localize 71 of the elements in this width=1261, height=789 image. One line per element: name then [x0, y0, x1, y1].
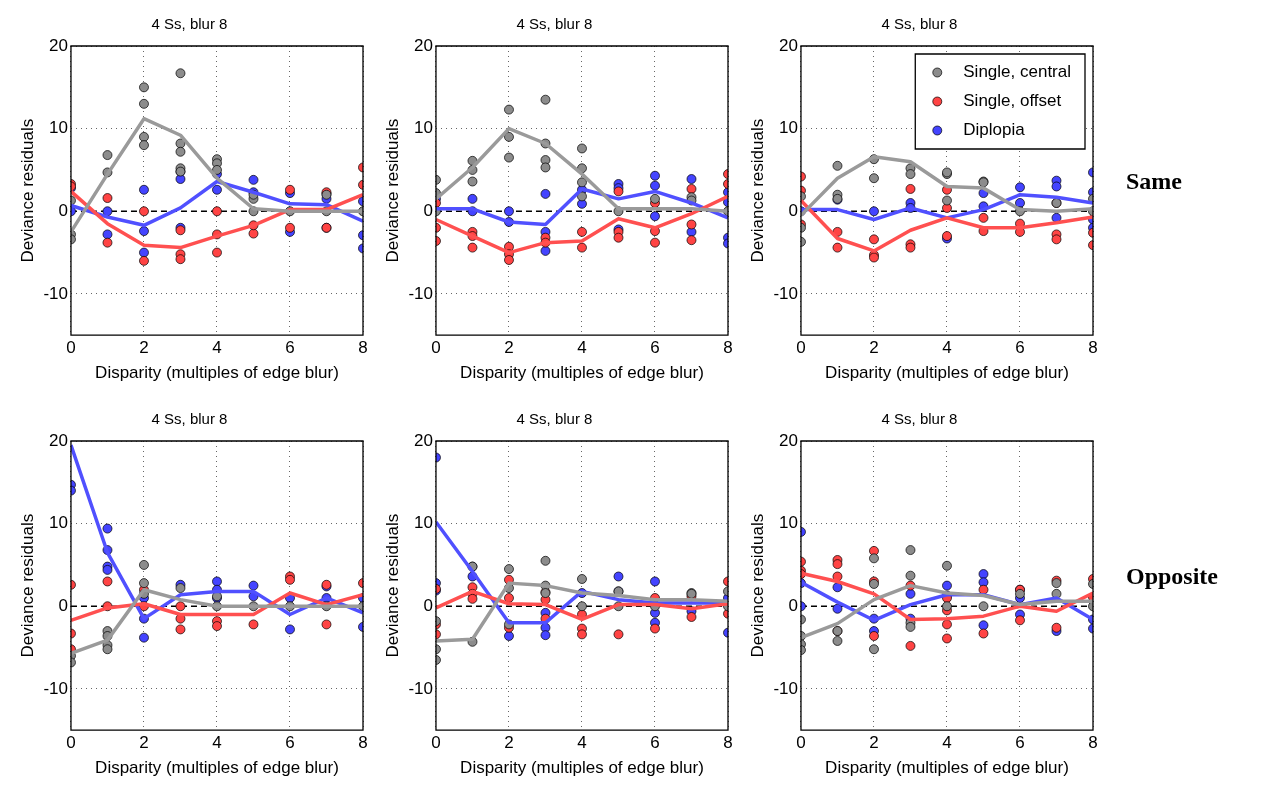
x-tick-label: 2 — [869, 338, 879, 358]
y-tick-label: 20 — [414, 35, 433, 55]
chart-title: 4 Ss, blur 8 — [516, 410, 593, 428]
chart-title: 4 Ss, blur 8 — [881, 410, 958, 428]
legend-label: Diplopia — [963, 120, 1026, 140]
x-tick-label: 2 — [869, 733, 879, 753]
y-tick-label: 0 — [788, 200, 798, 220]
x-tick-label: 6 — [650, 733, 660, 753]
x-tick-label: 2 — [139, 338, 149, 358]
y-tick-label: 0 — [423, 200, 433, 220]
x-tick-label: 6 — [1015, 338, 1025, 358]
x-tick-label: 6 — [1015, 733, 1025, 753]
y-tick-label: 10 — [414, 118, 433, 138]
y-tick-label: 10 — [779, 513, 798, 533]
y-tick-label: 20 — [779, 430, 798, 450]
y-axis-title: Deviance residuals — [382, 118, 402, 263]
x-tick-label: 4 — [577, 338, 587, 358]
x-axis-title: Disparity (multiples of edge blur) — [95, 363, 339, 383]
x-axis-title: Disparity (multiples of edge blur) — [460, 758, 704, 778]
x-tick-label: 4 — [212, 338, 222, 358]
x-tick-label: 6 — [285, 338, 295, 358]
y-tick-label: -10 — [408, 678, 433, 698]
chart-title: 4 Ss, blur 8 — [516, 15, 593, 33]
text: Same — [1126, 168, 1182, 195]
y-tick-label: -10 — [43, 678, 68, 698]
y-tick-label: -10 — [408, 283, 433, 303]
x-tick-label: 2 — [139, 733, 149, 753]
y-tick-label: 10 — [779, 118, 798, 138]
y-axis-title: Deviance residuals — [17, 118, 37, 263]
x-tick-label: 6 — [650, 338, 660, 358]
y-tick-label: 20 — [414, 430, 433, 450]
chart-title: 4 Ss, blur 8 — [151, 410, 228, 428]
x-axis-title: Disparity (multiples of edge blur) — [825, 363, 1069, 383]
y-tick-label: 0 — [58, 200, 68, 220]
y-tick-label: 0 — [58, 595, 68, 615]
x-tick-label: 8 — [1088, 338, 1098, 358]
y-axis-title: Deviance residuals — [747, 118, 767, 263]
text: Opposite — [1126, 563, 1219, 590]
x-tick-label: 8 — [1088, 733, 1098, 753]
x-tick-label: 6 — [285, 733, 295, 753]
y-tick-label: 20 — [779, 35, 798, 55]
y-tick-label: 10 — [414, 513, 433, 533]
x-tick-label: 4 — [942, 733, 952, 753]
x-tick-label: 2 — [504, 733, 514, 753]
legend-label: Single, central — [963, 62, 1072, 82]
legend-label: Single, offset — [963, 91, 1062, 111]
y-tick-label: 10 — [49, 513, 68, 533]
x-tick-label: 4 — [212, 733, 222, 753]
y-axis-title: Deviance residuals — [747, 513, 767, 658]
y-axis-title: Deviance residuals — [17, 513, 37, 658]
x-axis-title: Disparity (multiples of edge blur) — [825, 758, 1069, 778]
y-tick-label: -10 — [773, 283, 798, 303]
x-tick-label: 4 — [942, 338, 952, 358]
chart-title: 4 Ss, blur 8 — [151, 15, 228, 33]
y-axis-title: Deviance residuals — [382, 513, 402, 658]
x-tick-label: 2 — [504, 338, 514, 358]
y-tick-label: -10 — [773, 678, 798, 698]
chart-title: 4 Ss, blur 8 — [881, 15, 958, 33]
x-tick-label: 4 — [577, 733, 587, 753]
y-tick-label: -10 — [43, 283, 68, 303]
x-axis-title: Disparity (multiples of edge blur) — [460, 363, 704, 383]
y-tick-label: 20 — [49, 430, 68, 450]
y-tick-label: 0 — [788, 595, 798, 615]
x-tick-label: 8 — [723, 733, 733, 753]
x-tick-label: 8 — [358, 338, 368, 358]
y-tick-label: 0 — [423, 595, 433, 615]
y-tick-label: 20 — [49, 35, 68, 55]
y-tick-label: 10 — [49, 118, 68, 138]
x-tick-label: 8 — [723, 338, 733, 358]
x-axis-title: Disparity (multiples of edge blur) — [95, 758, 339, 778]
x-tick-label: 8 — [358, 733, 368, 753]
